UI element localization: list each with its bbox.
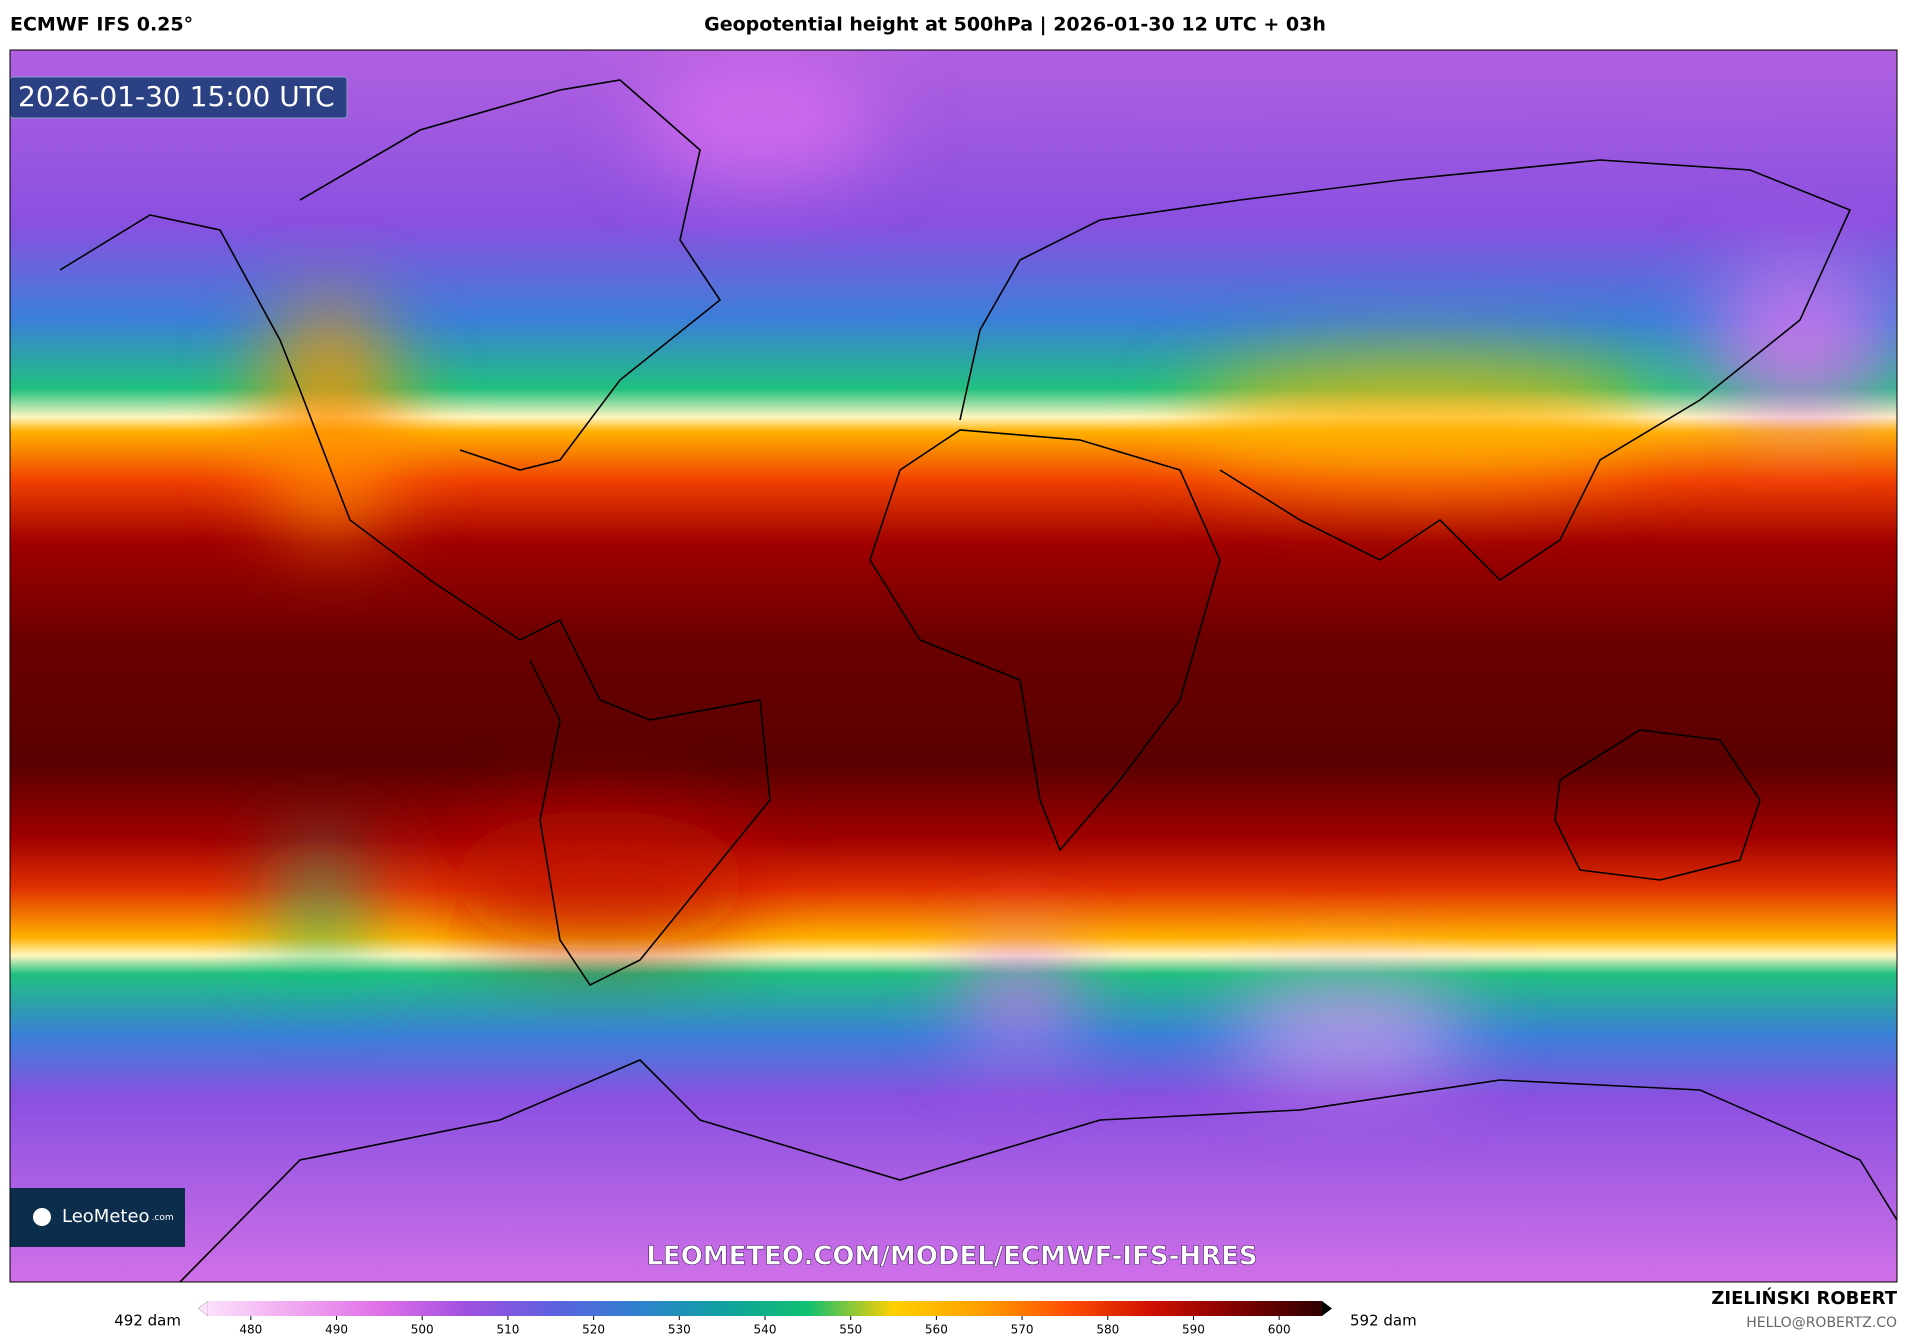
colorbar-tick-label: 570	[1011, 1323, 1034, 1337]
map-frame	[9, 49, 1898, 1283]
colorbar-tick-label: 560	[925, 1323, 948, 1337]
colorbar-high-arrow	[1322, 1301, 1332, 1316]
colorbar-tick-label: 600	[1268, 1323, 1291, 1337]
height-field	[10, 50, 1897, 1282]
colorbar-tick-label: 480	[239, 1323, 262, 1337]
author: ZIELIŃSKI ROBERT	[1711, 1287, 1897, 1309]
colorbar-tick-label: 510	[496, 1323, 519, 1337]
colorbar-max-label: 592 dam	[1350, 1312, 1417, 1330]
logo-sun	[33, 1208, 51, 1226]
coastlines	[59, 79, 1897, 1282]
colorbar-tick-label: 500	[411, 1323, 434, 1337]
map: 2026-01-30 15:00 UTC LeoMeteo .com LEOMET…	[10, 50, 1897, 1282]
source-url: LEOMETEO.COM/MODEL/ECMWF-IFS-HRES	[646, 1242, 1257, 1272]
time-box	[10, 76, 348, 119]
colorbar-tick-label: 550	[839, 1323, 862, 1337]
model-name: ECMWF IFS 0.25°	[10, 14, 193, 36]
colorbar-tick-label: 580	[1096, 1323, 1119, 1337]
colorbar-tick-label: 520	[582, 1323, 605, 1337]
map-title: Geopotential height at 500hPa | 2026-01-…	[704, 14, 1326, 36]
colorbar-min-label: 492 dam	[114, 1312, 181, 1330]
colorbar-low-arrow	[197, 1300, 209, 1317]
colorbar-tick-label: 490	[325, 1323, 348, 1337]
email: HELLO@ROBERTZ.CO	[1746, 1315, 1897, 1331]
colorbar-tick-label: 540	[754, 1323, 777, 1337]
logo-text: LeoMeteo .com	[62, 1206, 174, 1227]
logo-name: LeoMeteo	[62, 1206, 150, 1227]
valid-time: 2026-01-30 15:00 UTC	[18, 80, 335, 113]
colorbar-tick-label: 530	[668, 1323, 691, 1337]
logo-suffix: .com	[152, 1213, 174, 1223]
colorbar-tick-label: 590	[1182, 1323, 1205, 1337]
colorbar	[208, 1301, 1322, 1316]
